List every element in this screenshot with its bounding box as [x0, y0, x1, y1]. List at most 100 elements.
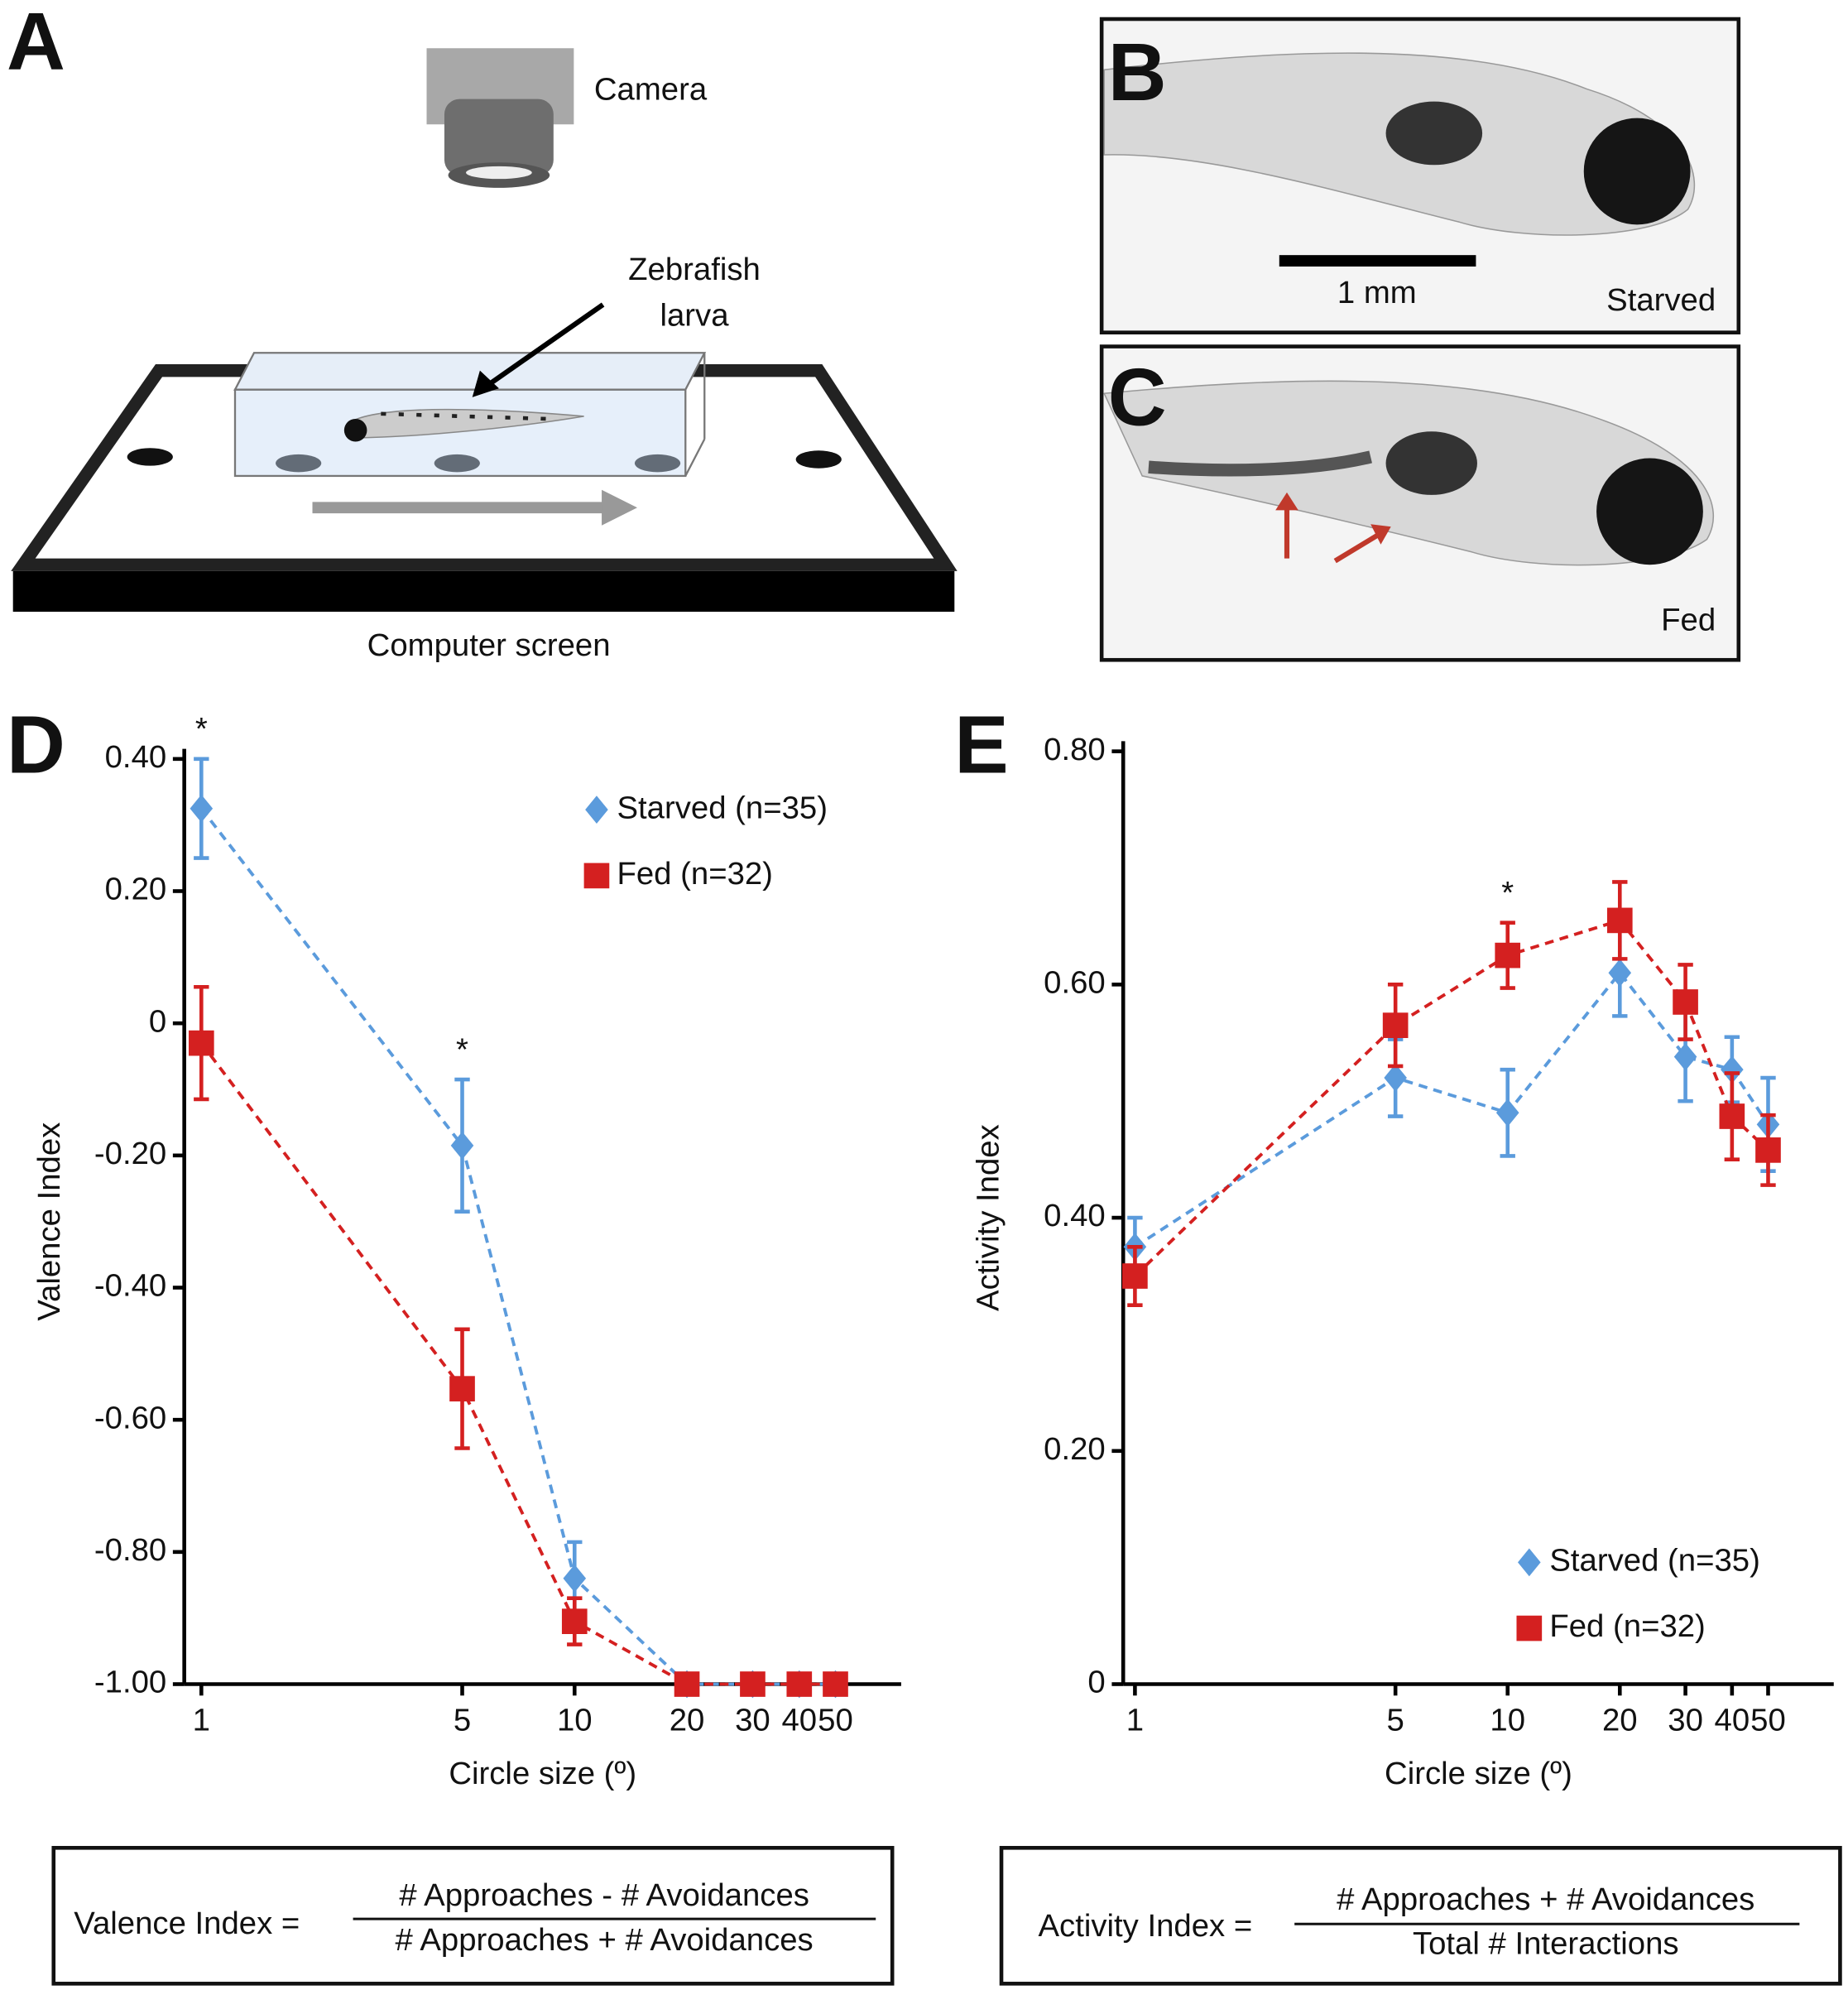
formula-box — [999, 1845, 1842, 1986]
marker — [823, 1671, 848, 1697]
y-tick-label: -0.40 — [94, 1268, 166, 1304]
x-axis-label: Circle size (º) — [449, 1756, 636, 1791]
x-tick-label: 1 — [193, 1703, 210, 1738]
dot — [127, 448, 173, 466]
x-axis-label: Circle size (º) — [1385, 1756, 1572, 1791]
marker — [1495, 1098, 1519, 1127]
scale-label: 1 mm — [1337, 275, 1417, 310]
dot — [434, 454, 480, 473]
photo-starved — [1099, 17, 1741, 334]
formula-denominator: Total # Interactions — [1413, 1925, 1679, 1961]
legend-label: Fed (n=32) — [1549, 1608, 1705, 1644]
eye — [1596, 458, 1703, 565]
legend-swatch — [583, 863, 610, 889]
photo-label: Starved — [1606, 282, 1716, 318]
marker — [1122, 1263, 1148, 1289]
tank-top — [233, 352, 707, 391]
swim-bladder — [1385, 101, 1483, 166]
motion-arrow-head — [602, 489, 638, 526]
photo-label: Fed — [1661, 602, 1716, 637]
series-line — [199, 807, 836, 1686]
formula-box — [51, 1845, 895, 1986]
marker — [450, 1131, 474, 1160]
y-tick-label: 0.40 — [105, 739, 167, 775]
screen-label: Computer screen — [367, 627, 611, 663]
x-tick-label: 50 — [1750, 1703, 1786, 1738]
marker — [1495, 942, 1521, 969]
significance: * — [195, 711, 208, 747]
marker — [190, 794, 214, 823]
y-tick-label: 0 — [149, 1003, 166, 1039]
y-tick-label: 0 — [1087, 1665, 1105, 1700]
marker — [1721, 1055, 1744, 1084]
x-tick-label: 10 — [1490, 1703, 1525, 1738]
panel-label: B — [1108, 26, 1167, 118]
legend-label: Fed (n=32) — [617, 856, 772, 892]
panel-label: A — [7, 0, 65, 87]
marker — [740, 1671, 766, 1697]
marker — [1719, 1103, 1745, 1129]
marker — [786, 1671, 813, 1697]
formula-denominator: # Approaches + # Avoidances — [396, 1922, 814, 1958]
larva-eye — [343, 418, 367, 442]
legend-label: Starved (n=35) — [617, 790, 828, 825]
x-tick-label: 20 — [670, 1703, 705, 1738]
marker — [188, 1030, 214, 1056]
larva-label: Zebrafish — [628, 252, 761, 287]
x-tick-label: 30 — [735, 1703, 770, 1738]
dot — [634, 454, 681, 473]
marker — [563, 1564, 587, 1593]
marker — [674, 1671, 700, 1697]
y-tick-label: 0.20 — [105, 872, 167, 907]
legend-swatch — [585, 796, 608, 824]
x-tick-label: 50 — [818, 1703, 853, 1738]
eye — [1583, 118, 1691, 225]
camera-lens — [444, 99, 554, 175]
y-tick-label: 0.60 — [1044, 964, 1106, 1000]
panel-label: E — [954, 699, 1008, 791]
gut — [1148, 450, 1372, 477]
x-tick-label: 40 — [1715, 1703, 1750, 1738]
red-arrow — [1333, 533, 1379, 564]
dot — [276, 454, 322, 473]
x-tick-label: 20 — [1602, 1703, 1638, 1738]
red-arrow-head — [1370, 524, 1391, 545]
x-tick-label: 1 — [1126, 1703, 1144, 1738]
marker — [449, 1376, 475, 1401]
marker — [1755, 1137, 1781, 1163]
lens-glass — [466, 166, 532, 180]
series-line — [199, 1041, 836, 1686]
red-arrow-head — [1275, 492, 1298, 511]
panel-label: D — [7, 699, 65, 791]
swim-bladder — [1385, 431, 1477, 495]
y-axis-label: Activity Index — [970, 1124, 1006, 1311]
legend-swatch — [1518, 1548, 1541, 1577]
significance: * — [1501, 875, 1514, 911]
formula-numerator: # Approaches - # Avoidances — [399, 1877, 809, 1913]
x-tick-label: 5 — [454, 1703, 471, 1738]
x-tick-label: 30 — [1668, 1703, 1703, 1738]
y-tick-label: 0.80 — [1044, 732, 1106, 767]
marker — [1606, 907, 1633, 934]
x-tick-label: 5 — [1387, 1703, 1404, 1738]
apparatus — [11, 48, 958, 612]
scale-bar — [1279, 255, 1476, 267]
y-tick-label: -0.60 — [94, 1400, 166, 1435]
y-tick-label: 0.40 — [1044, 1198, 1106, 1233]
y-axis-label: Valence Index — [31, 1122, 67, 1321]
y-tick-label: 0.20 — [1044, 1431, 1106, 1467]
marker — [1382, 1012, 1409, 1038]
marker — [1673, 989, 1698, 1015]
dot — [795, 450, 842, 469]
camera-label: Camera — [594, 72, 708, 108]
legend-swatch — [1516, 1615, 1543, 1642]
marker — [561, 1608, 588, 1634]
pointer — [487, 302, 605, 387]
photo-fed — [1099, 344, 1741, 662]
tank — [233, 388, 687, 478]
y-tick-label: -1.00 — [94, 1665, 166, 1700]
legend-label: Starved (n=35) — [1549, 1542, 1760, 1578]
y-tick-label: -0.20 — [94, 1136, 166, 1171]
significance: * — [456, 1031, 468, 1067]
